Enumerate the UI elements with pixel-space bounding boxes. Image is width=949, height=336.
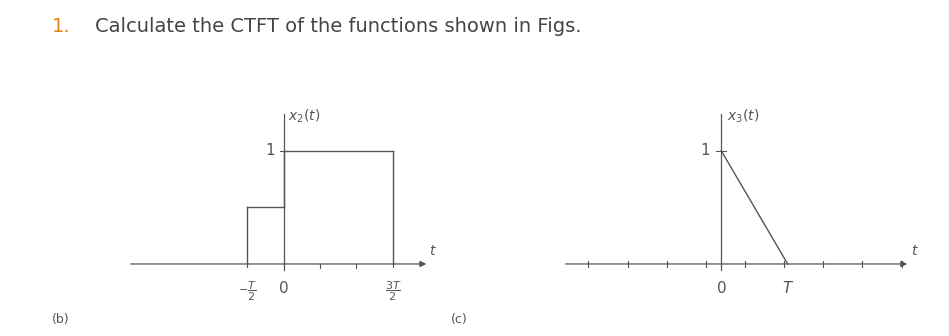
Text: $t$: $t$	[911, 244, 919, 258]
Text: $x_3(t)$: $x_3(t)$	[727, 108, 759, 125]
Text: $\dfrac{3T}{2}$: $\dfrac{3T}{2}$	[384, 280, 401, 303]
Text: $0$: $0$	[716, 280, 727, 296]
Text: $x_2(t)$: $x_2(t)$	[288, 108, 320, 125]
Text: $-\dfrac{T}{2}$: $-\dfrac{T}{2}$	[238, 280, 256, 303]
Text: 1: 1	[265, 143, 275, 158]
Text: 1.: 1.	[52, 17, 71, 36]
Text: (b): (b)	[52, 313, 70, 326]
Text: $T$: $T$	[782, 280, 793, 296]
Text: $t$: $t$	[429, 244, 437, 258]
Text: Calculate the CTFT of the functions shown in Figs.: Calculate the CTFT of the functions show…	[95, 17, 582, 36]
Text: 1: 1	[700, 143, 710, 158]
Text: (c): (c)	[451, 313, 468, 326]
Text: $0$: $0$	[278, 280, 288, 296]
